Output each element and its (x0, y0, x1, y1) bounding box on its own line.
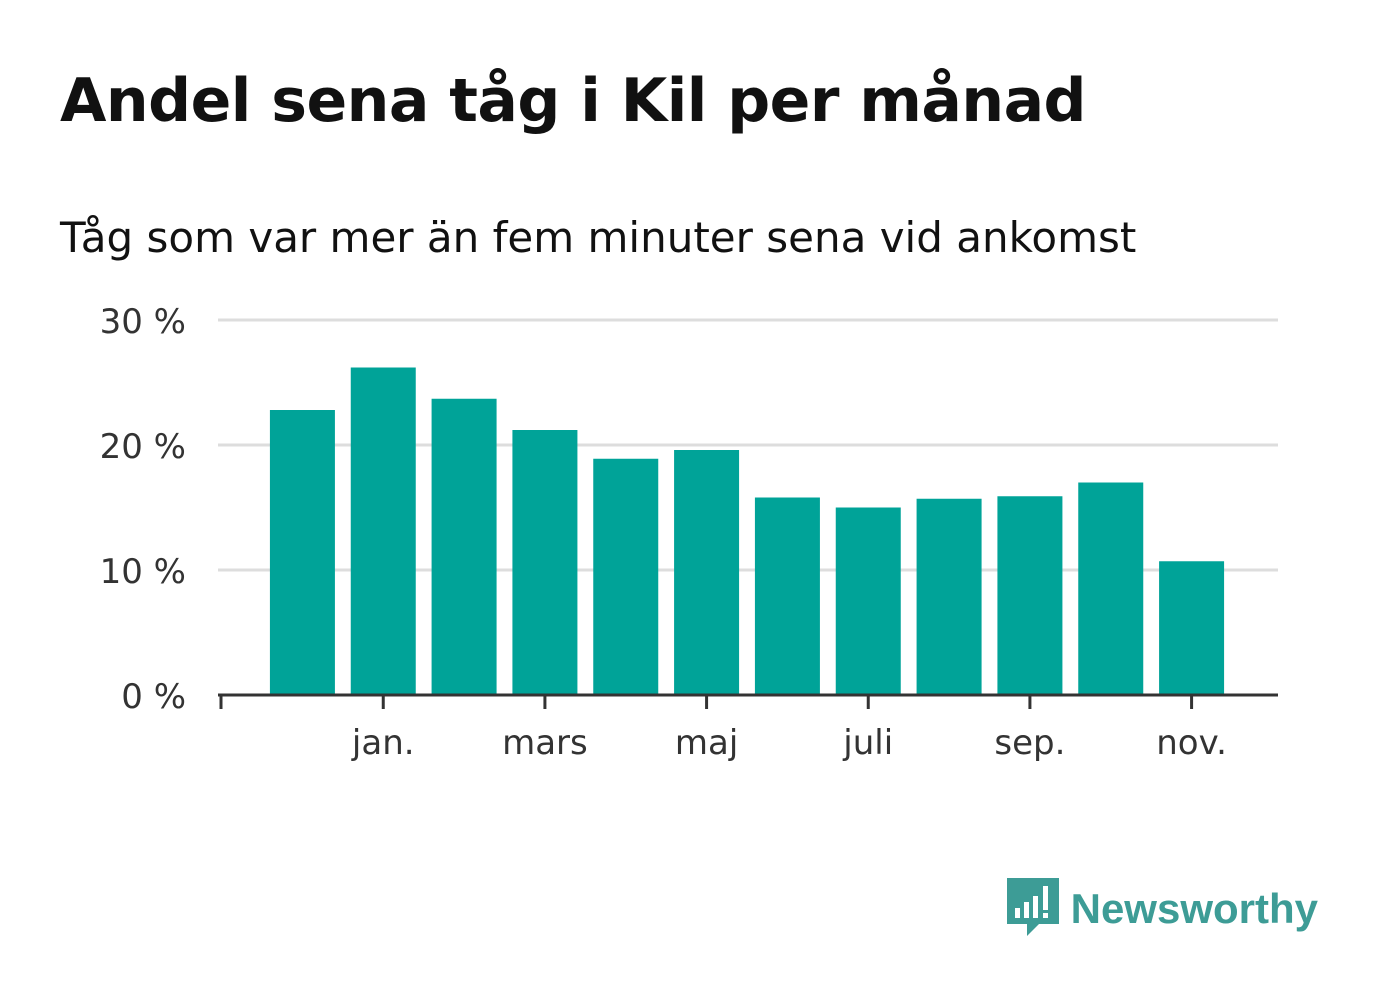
y-tick-label: 0 % (121, 677, 186, 717)
y-tick-label: 10 % (100, 552, 186, 592)
bar-juli (835, 507, 901, 695)
bar-juni (754, 497, 820, 695)
x-tick-label: jan. (351, 723, 415, 763)
chart-title: Andel sena tåg i Kil per månad (60, 66, 1087, 136)
y-tick-label: 20 % (100, 427, 186, 467)
bar-maj (674, 450, 740, 695)
bar-feb (431, 398, 497, 695)
x-tick-label: nov. (1156, 723, 1227, 763)
x-tick-label: sep. (994, 723, 1065, 763)
x-axis-labels: jan. mars maj juli sep. nov. (351, 723, 1227, 763)
bar-mars (512, 430, 578, 695)
bar-aug (916, 498, 982, 695)
brand-name: Newsworthy (1070, 885, 1318, 932)
x-tick-label: maj (675, 723, 738, 763)
bar-okt (1078, 482, 1144, 695)
bar-dec (269, 410, 335, 695)
y-tick-label: 30 % (100, 302, 186, 342)
bar-jan (350, 367, 416, 695)
bar-nov (1159, 561, 1225, 695)
chart-subtitle: Tåg som var mer än fem minuter sena vid … (60, 213, 1137, 262)
x-tick-label: juli (842, 723, 893, 763)
brand: Newsworthy (1006, 878, 1318, 940)
x-tick-label: mars (502, 723, 588, 763)
bar-sep (997, 496, 1063, 695)
x-axis (218, 693, 1278, 709)
newsworthy-logo-icon (1006, 878, 1059, 936)
bars (269, 367, 1225, 695)
y-axis-labels: 0 % 10 % 20 % 30 % (100, 302, 186, 717)
bar-april (593, 458, 659, 695)
